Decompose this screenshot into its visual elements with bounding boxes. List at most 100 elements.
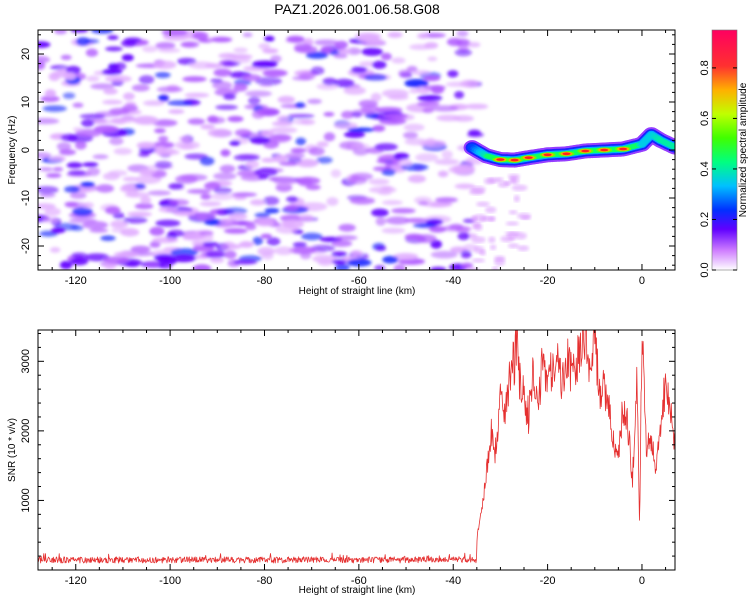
noise-blob [372, 60, 387, 69]
noise-blob [134, 203, 154, 210]
noise-blob [333, 122, 358, 130]
noise-blob [59, 149, 76, 156]
colorbar: 0.0 0.2 0.4 0.6 0.8 Normalized spectral ampl… [699, 29, 749, 278]
noise-blob [173, 210, 196, 217]
noise-blob [39, 192, 56, 198]
noise-blob [264, 208, 280, 214]
noise-blob [242, 74, 261, 82]
noise-blob [465, 267, 480, 270]
noise-blob [284, 152, 305, 159]
y-tick-label: 0 [20, 147, 32, 153]
noise-blob [138, 75, 155, 85]
noise-blob [138, 152, 150, 157]
noise-blob [418, 200, 429, 206]
noise-blob [156, 86, 184, 93]
noise-blob [105, 206, 121, 215]
noise-blob [301, 232, 323, 241]
noise-blob [192, 31, 209, 40]
noise-blob [506, 232, 518, 240]
colorbar-ticks: 0.0 0.2 0.4 0.6 0.8 [699, 60, 737, 278]
noise-blob [381, 227, 406, 234]
spectrogram-x-axis-label: Height of straight line (km) [299, 286, 416, 297]
noise-blob [122, 176, 139, 182]
noise-blob [223, 93, 236, 100]
noise-blob [427, 56, 438, 62]
noise-blob [254, 167, 278, 177]
noise-blob [155, 219, 181, 227]
noise-blob [149, 241, 161, 248]
y-tick-label: -20 [20, 238, 32, 254]
noise-blob [122, 92, 135, 101]
noise-blob [380, 185, 393, 191]
noise-blob [39, 167, 54, 172]
noise-blob [75, 141, 87, 150]
noise-blob [266, 237, 281, 246]
noise-blob [155, 71, 171, 79]
noise-blob [387, 31, 403, 38]
noise-blob [133, 115, 159, 125]
noise-blob [233, 259, 258, 265]
noise-blob [248, 96, 261, 106]
noise-blob [430, 105, 459, 112]
noise-blob [152, 119, 178, 127]
noise-blob [371, 208, 389, 217]
noise-blob [67, 170, 87, 176]
colorbar-tick-label: 0.8 [699, 60, 711, 75]
noise-blob [485, 206, 497, 214]
noise-blob [139, 168, 157, 175]
noise-blob [483, 177, 496, 185]
noise-blob [429, 226, 447, 233]
noise-blob [212, 81, 233, 90]
noise-blob [378, 190, 392, 196]
noise-blob [351, 66, 368, 74]
noise-blob [38, 61, 46, 70]
noise-blob [381, 168, 396, 176]
ridge-peak [543, 153, 552, 157]
noise-blob [228, 213, 248, 221]
ridge-peak [619, 147, 628, 151]
noise-blob [143, 100, 165, 106]
noise-blob [335, 235, 358, 241]
noise-blob [167, 229, 185, 237]
noise-blob [72, 207, 93, 217]
noise-blob [448, 165, 469, 174]
noise-blob [472, 222, 481, 229]
noise-blob [287, 113, 315, 119]
noise-blob [60, 54, 72, 61]
noise-blob [398, 158, 412, 167]
noise-blob [350, 172, 374, 181]
noise-blob [154, 161, 173, 169]
noise-blob [44, 207, 61, 216]
noise-blob [305, 184, 321, 191]
noise-blob [316, 141, 329, 148]
noise-blob [398, 69, 411, 78]
noise-blob [82, 221, 109, 229]
noise-blob [209, 257, 225, 264]
noise-blob [323, 112, 335, 117]
noise-blob [135, 183, 146, 189]
noise-blob [461, 262, 474, 269]
colorbar-tick-label: 0.4 [699, 161, 711, 176]
noise-blob [489, 244, 497, 251]
noise-blob [255, 218, 275, 227]
noise-blob [54, 30, 67, 35]
noise-blob [465, 103, 489, 110]
noise-blob [211, 36, 233, 43]
noise-blob [252, 236, 264, 246]
ridge-peak [524, 156, 533, 159]
noise-blob [254, 212, 271, 218]
noise-blob [270, 127, 298, 134]
noise-blob [375, 217, 386, 226]
colorbar-label: Normalized spectral amplitude [738, 82, 749, 217]
noise-blob [274, 246, 294, 256]
noise-blob [233, 83, 248, 92]
noise-blob [341, 110, 354, 119]
noise-blob [91, 30, 114, 34]
noise-blob [416, 33, 429, 39]
noise-blob [446, 37, 463, 47]
noise-blob [310, 244, 336, 252]
noise-blob [102, 256, 130, 264]
noise-blob [229, 140, 241, 146]
noise-blob [404, 218, 428, 223]
